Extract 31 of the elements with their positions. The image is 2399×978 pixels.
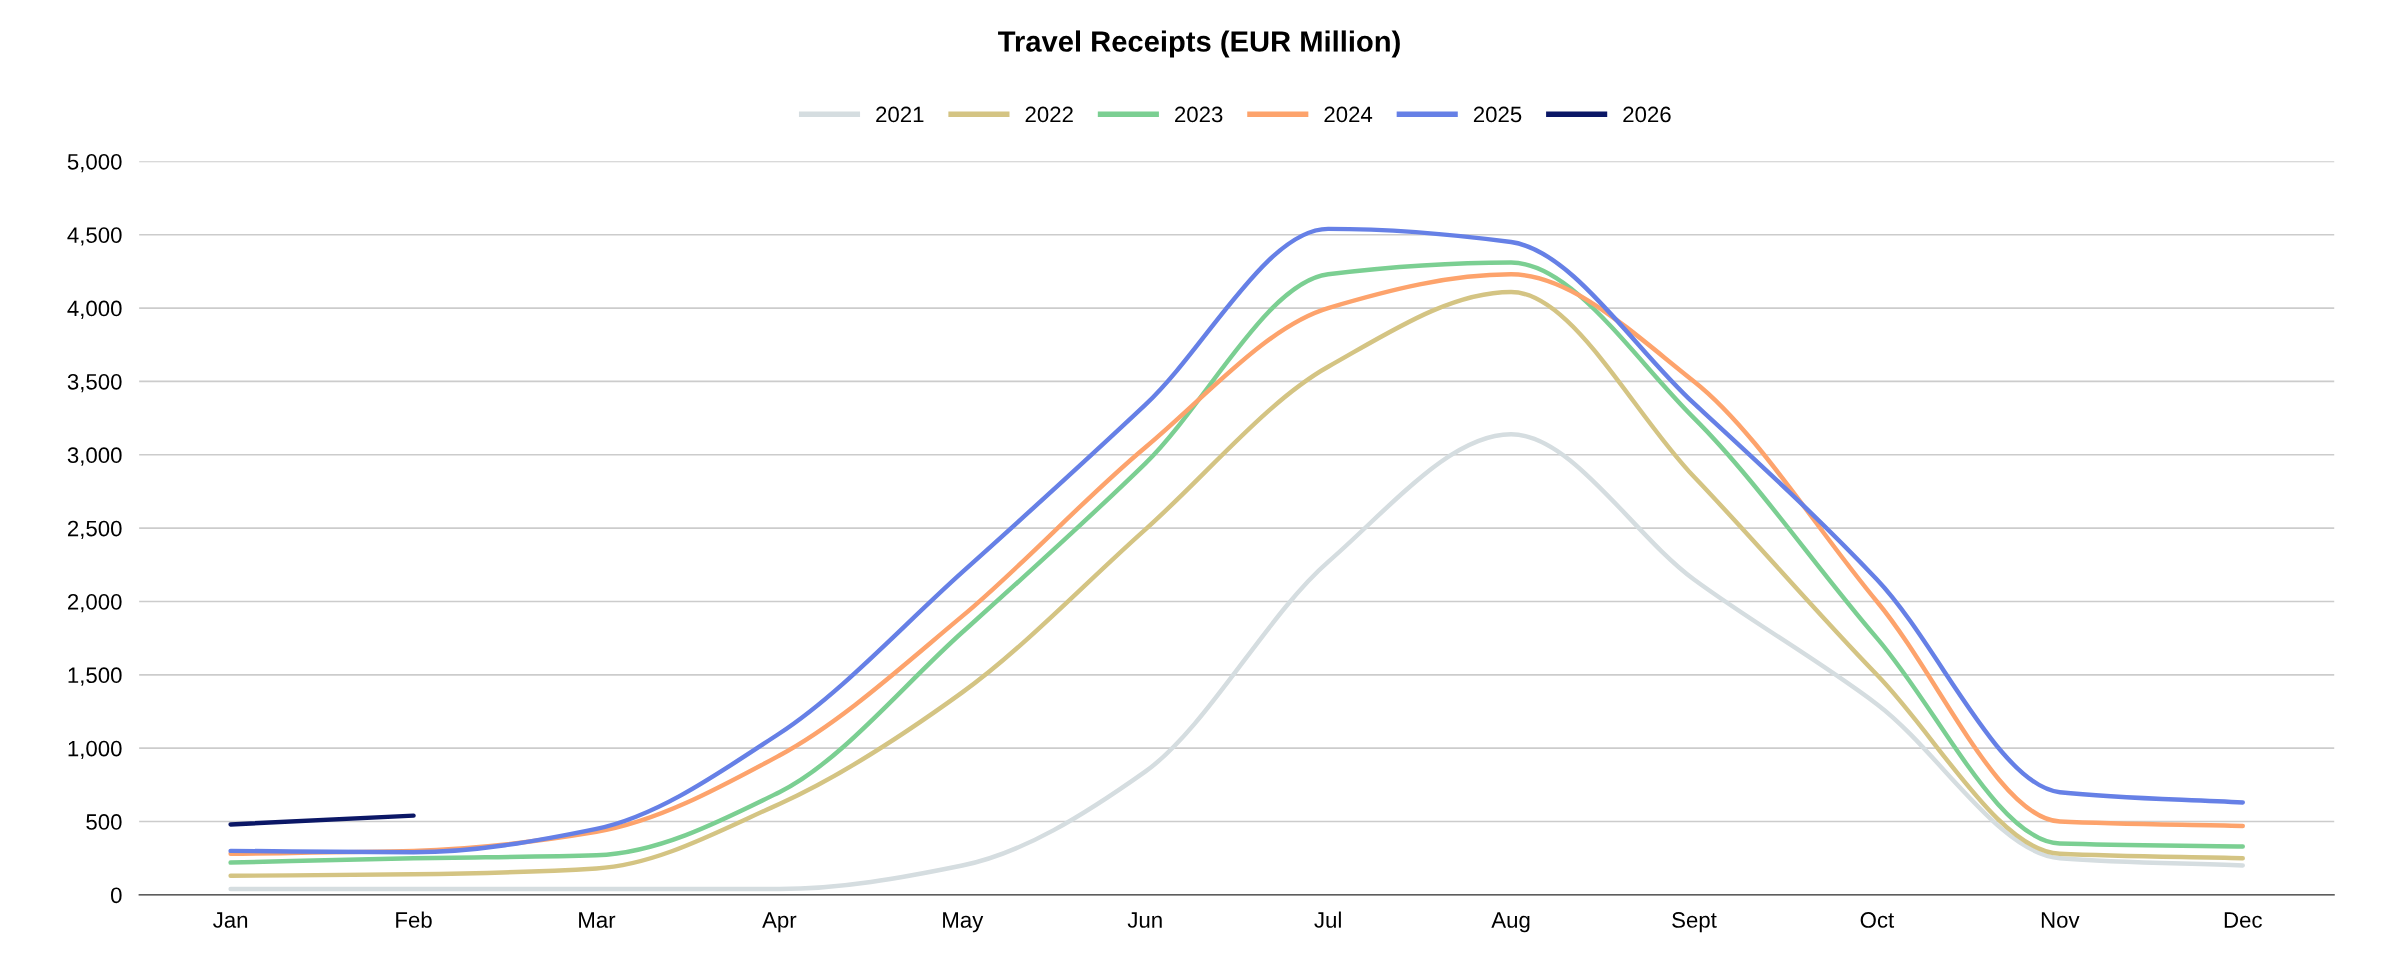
x-tick-label: Dec <box>2224 912 2262 928</box>
legend-label: 2026 <box>1623 106 1671 123</box>
y-tick-label: 0 <box>110 887 122 904</box>
legend-label: 2023 <box>1175 106 1223 123</box>
x-tick-label: Jan <box>213 912 248 928</box>
x-tick-label: Feb <box>396 911 432 928</box>
y-tick-label: 1,000 <box>68 740 122 760</box>
y-tick-label: 3,500 <box>67 373 122 393</box>
chart-title: Travel Receipts (EUR Million) <box>998 30 1400 58</box>
legend-label: 2025 <box>1473 106 1522 123</box>
legend-label: 2024 <box>1324 106 1373 123</box>
y-tick-label: 5,000 <box>67 153 122 173</box>
x-tick-label: Jun <box>1127 912 1162 928</box>
x-tick-label: May <box>943 912 984 933</box>
y-tick-label: 500 <box>86 814 122 830</box>
x-tick-label: Mar <box>579 912 616 928</box>
y-tick-label: 4,500 <box>67 227 122 246</box>
legend-label: 2021 <box>876 106 924 123</box>
x-tick-label: Nov <box>2041 912 2080 928</box>
x-tick-label: Sept <box>1672 912 1717 933</box>
x-tick-label: Jul <box>1314 911 1341 928</box>
line-series <box>228 432 2245 892</box>
x-tick-label: Oct <box>1860 912 1895 928</box>
y-tick-label: 2,000 <box>67 594 122 613</box>
legend-label: 2022 <box>1025 106 1073 123</box>
y-tick-label: 2,500 <box>67 520 122 540</box>
x-tick-label: Aug <box>1491 912 1530 933</box>
x-tick-label: Apr <box>762 912 797 933</box>
y-tick-label: 1,500 <box>68 667 122 686</box>
y-tick-label: 3,000 <box>67 447 122 466</box>
y-tick-label: 4,000 <box>67 300 122 319</box>
